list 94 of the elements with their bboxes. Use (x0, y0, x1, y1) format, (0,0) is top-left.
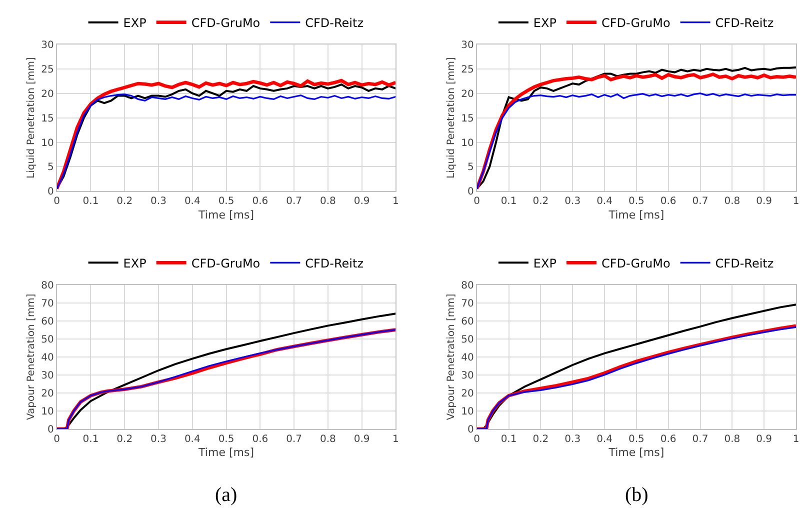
y-tick-label: 25 (41, 64, 54, 76)
x-tick-label: 1 (792, 434, 800, 445)
legend-label: CFD-Reitz (715, 16, 774, 30)
y-axis-title: Vapour Penetration [mm] (446, 294, 458, 420)
y-axis-title: Vapour Penetration [mm] (26, 294, 38, 420)
x-tick-label: 1 (392, 434, 399, 445)
x-tick-label: 0.1 (500, 196, 517, 208)
x-tick-label: 0.3 (564, 434, 581, 445)
y-tick-label: 50 (41, 334, 54, 346)
x-tick-label: 0.7 (692, 196, 708, 208)
x-tick-label: 0.9 (354, 196, 370, 208)
y-tick-label: 30 (41, 370, 54, 382)
x-tick-label: 0.9 (756, 434, 772, 445)
y-tick-label: 10 (461, 406, 474, 418)
y-tick-label: 20 (461, 88, 474, 100)
x-tick-label: 0.7 (286, 434, 302, 445)
x-tick-label: 0.4 (184, 196, 200, 208)
x-axis-title: Time [ms] (198, 208, 254, 222)
x-tick-label: 0.3 (564, 196, 581, 208)
text: (a) (215, 484, 238, 506)
x-tick-label: 0.1 (82, 196, 99, 208)
y-tick-label: 20 (41, 388, 54, 400)
y-tick-label: 80 (461, 280, 474, 292)
x-axis-title: Time [ms] (608, 446, 664, 460)
y-tick-label: 70 (41, 298, 54, 310)
x-tick-label: 0.8 (724, 434, 740, 445)
x-tick-label: 0.2 (116, 434, 133, 445)
x-tick-label: 0.4 (596, 434, 612, 445)
x-axis-title: Time [ms] (198, 446, 254, 460)
y-tick-label: 60 (461, 316, 474, 328)
y-tick-label: 30 (461, 370, 474, 382)
x-tick-label: 0.2 (532, 196, 549, 208)
x-tick-label: 0.4 (184, 434, 200, 445)
legend-label: CFD-GruMo (601, 256, 670, 270)
x-tick-label: 0.5 (218, 196, 234, 208)
x-tick-label: 0.3 (150, 196, 166, 208)
y-tick-label: 30 (461, 40, 474, 51)
x-tick-label: 0.5 (628, 434, 644, 445)
legend-label: EXP (533, 256, 556, 270)
x-tick-label: 0.6 (660, 196, 676, 208)
x-tick-label: 0.7 (286, 196, 302, 208)
x-tick-label: 0.8 (320, 434, 336, 445)
y-tick-label: 25 (461, 64, 474, 76)
y-tick-label: 20 (461, 388, 474, 400)
x-tick-label: 0.2 (532, 434, 549, 445)
y-tick-label: 10 (461, 138, 474, 149)
legend-label: CFD-GruMo (601, 16, 670, 30)
y-tick-label: 15 (41, 113, 54, 124)
x-tick-label: 0.8 (724, 196, 740, 208)
y-tick-label: 40 (41, 352, 54, 364)
y-tick-label: 5 (467, 162, 474, 174)
text: (b) (625, 484, 648, 506)
x-tick-label: 0.7 (692, 434, 708, 445)
x-axis-title: Time [ms] (608, 208, 664, 222)
y-tick-label: 40 (461, 352, 474, 364)
y-tick-label: 0 (47, 424, 54, 436)
y-tick-label: 0 (467, 424, 474, 436)
y-tick-label: 80 (41, 280, 54, 292)
x-tick-label: 0.9 (756, 196, 772, 208)
x-tick-label: 0.4 (596, 196, 612, 208)
legend-label: CFD-GruMo (191, 16, 260, 30)
legend-label: CFD-GruMo (191, 256, 260, 270)
y-axis-title: Liquid Penetration [mm] (446, 56, 458, 179)
x-tick-label: 0.6 (252, 434, 268, 445)
y-tick-label: 5 (47, 162, 54, 174)
y-axis-title: Liquid Penetration [mm] (26, 56, 38, 179)
legend-label: EXP (123, 256, 146, 270)
y-tick-label: 0 (467, 186, 474, 198)
legend-label: CFD-Reitz (305, 16, 364, 30)
legend-label: EXP (123, 16, 146, 30)
legend-label: CFD-Reitz (305, 256, 364, 270)
x-tick-label: 1 (392, 196, 399, 208)
y-tick-label: 70 (461, 298, 474, 310)
y-tick-label: 10 (41, 138, 54, 149)
legend-label: CFD-Reitz (715, 256, 774, 270)
x-tick-label: 0.5 (218, 434, 234, 445)
x-tick-label: 0.1 (82, 434, 99, 445)
y-tick-label: 10 (41, 406, 54, 418)
y-tick-label: 15 (461, 113, 474, 124)
x-tick-label: 0.3 (150, 434, 166, 445)
x-tick-label: 1 (792, 196, 800, 208)
y-tick-label: 60 (41, 316, 54, 328)
legend-label: EXP (533, 16, 556, 30)
x-tick-label: 0.5 (628, 196, 644, 208)
x-tick-label: 0.2 (116, 196, 133, 208)
x-tick-label: 0.6 (252, 196, 268, 208)
y-tick-label: 30 (41, 40, 54, 51)
y-tick-label: 50 (461, 334, 474, 346)
x-tick-label: 0.1 (500, 434, 517, 445)
x-tick-label: 0.8 (320, 196, 336, 208)
x-tick-label: 0.9 (354, 434, 370, 445)
x-tick-label: 0.6 (660, 434, 676, 445)
y-tick-label: 0 (47, 186, 54, 198)
y-tick-label: 20 (41, 88, 54, 100)
